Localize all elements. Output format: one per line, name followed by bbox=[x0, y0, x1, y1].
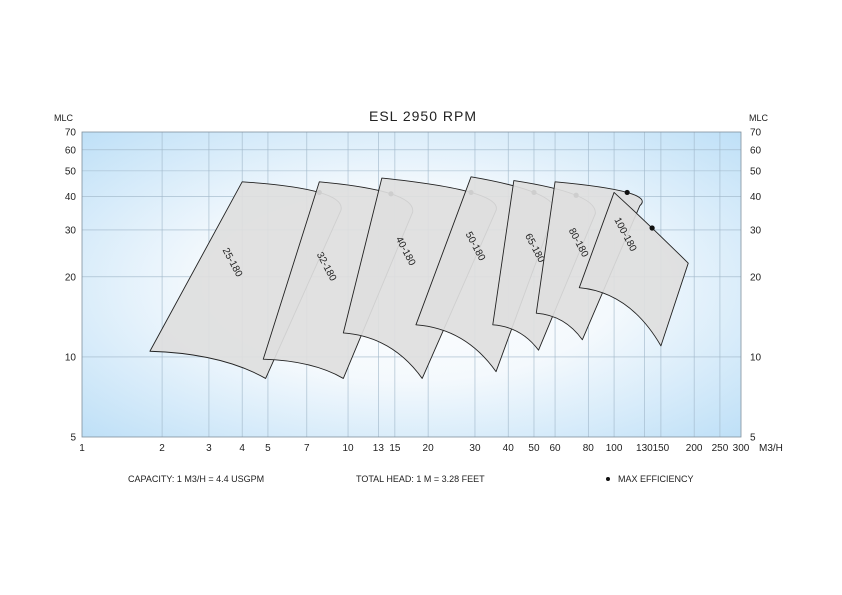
y-tick-label-right: 50 bbox=[750, 166, 762, 177]
plot-frame bbox=[81, 131, 742, 438]
x-tick-label: 150 bbox=[653, 443, 670, 454]
x-tick-label: 130 bbox=[636, 443, 653, 454]
x-axis-unit: M3/H bbox=[759, 443, 783, 454]
y-tick-label-left: 30 bbox=[65, 225, 77, 236]
y-tick-label-left: 20 bbox=[65, 272, 77, 283]
max-efficiency-legend-label: MAX EFFICIENCY bbox=[618, 474, 694, 484]
pump-curve-100-180 bbox=[578, 191, 689, 347]
max-efficiency-legend: MAX EFFICIENCY bbox=[606, 474, 694, 484]
x-tick-label: 15 bbox=[389, 443, 401, 454]
chart-title: ESL 2950 RPM bbox=[369, 108, 477, 124]
capacity-conversion-note: CAPACITY: 1 M3/H = 4.4 USGPM bbox=[128, 474, 265, 484]
y-tick-label-left: 10 bbox=[65, 352, 77, 363]
x-tick-label: 80 bbox=[583, 443, 595, 454]
max-efficiency-dot-icon bbox=[606, 476, 610, 481]
x-tick-label: 3 bbox=[206, 443, 212, 454]
y-tick-label-left: 5 bbox=[70, 433, 76, 444]
y-tick-label-right: 60 bbox=[750, 145, 762, 156]
max-efficiency-point-100-180 bbox=[649, 225, 655, 231]
x-tick-label: 40 bbox=[503, 443, 515, 454]
max-efficiency-point-80-180 bbox=[624, 189, 630, 196]
pump-curves: 25-180 32-180 40-180 50-180 65-180 80-180 100-… bbox=[149, 176, 689, 379]
x-tick-label: 50 bbox=[528, 443, 540, 454]
y-tick-label-right: 40 bbox=[750, 192, 762, 203]
y-tick-label-left: 60 bbox=[65, 145, 77, 156]
x-tick-label: 5 bbox=[265, 443, 271, 454]
left-axis-unit: MLC bbox=[54, 113, 74, 123]
y-tick-label-right: 5 bbox=[750, 433, 756, 444]
y-tick-label-right: 30 bbox=[750, 225, 762, 236]
y-tick-label-right: 20 bbox=[750, 272, 762, 283]
x-tick-label: 4 bbox=[239, 443, 245, 454]
y-tick-label-right: 70 bbox=[750, 128, 762, 139]
tick-labels: 1 2 3 4 5 7 10 13 15 20 30 40 50 60 80 100 130 150 200 250 3… bbox=[65, 128, 762, 455]
y-tick-label-left: 70 bbox=[65, 128, 77, 139]
x-tick-label: 100 bbox=[606, 443, 623, 454]
x-tick-label: 1 bbox=[79, 443, 85, 454]
y-tick-label-left: 50 bbox=[65, 166, 77, 177]
x-tick-label: 2 bbox=[159, 443, 165, 454]
x-tick-label: 13 bbox=[373, 443, 385, 454]
x-tick-label: 250 bbox=[712, 443, 729, 454]
y-tick-label-right: 10 bbox=[750, 352, 762, 363]
x-tick-label: 20 bbox=[423, 443, 435, 454]
x-tick-label: 10 bbox=[342, 443, 354, 454]
x-tick-label: 60 bbox=[549, 443, 561, 454]
total-head-conversion-note: TOTAL HEAD: 1 M = 3.28 FEET bbox=[356, 474, 485, 484]
y-tick-label-left: 40 bbox=[65, 192, 77, 203]
x-tick-label: 300 bbox=[733, 443, 750, 454]
right-axis-unit: MLC bbox=[749, 113, 769, 123]
x-tick-label: 7 bbox=[304, 443, 310, 454]
x-tick-label: 200 bbox=[686, 443, 703, 454]
x-tick-label: 30 bbox=[469, 443, 481, 454]
